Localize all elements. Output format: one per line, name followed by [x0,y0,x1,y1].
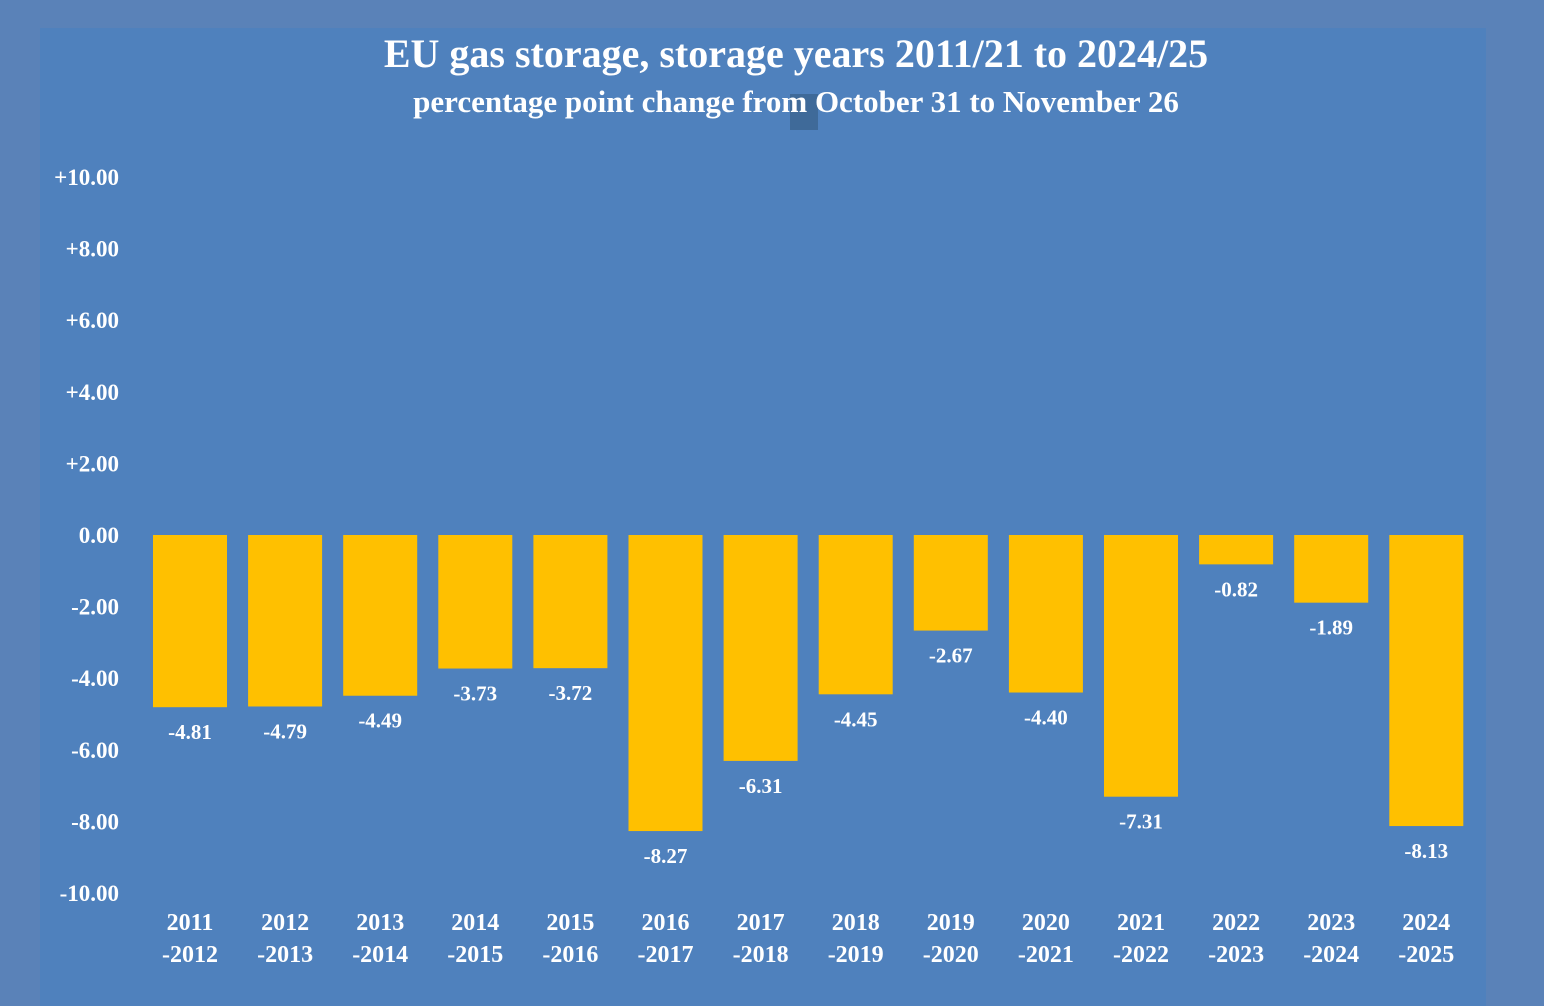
bar [1389,535,1464,827]
bar [723,535,798,761]
x-tick-label: 2013 [356,910,404,936]
x-tick-label: -2020 [923,942,979,968]
x-tick-label: 2024 [1402,910,1450,936]
x-tick-label: 2015 [546,910,594,936]
x-tick-label: -2022 [1113,942,1169,968]
data-label: -3.72 [549,681,593,705]
x-tick-label: -2013 [257,942,313,968]
y-tick-label: -10.00 [60,881,119,906]
x-tick-label: 2016 [642,910,690,936]
data-label: -7.31 [1119,810,1163,834]
bar [248,535,323,707]
chart-subtitle: percentage point change from October 31 … [413,84,1179,119]
data-label: -4.40 [1024,706,1068,730]
bar [1104,535,1178,797]
x-tick-label: 2018 [832,910,880,936]
data-label: -6.31 [739,774,783,798]
y-tick-label: +2.00 [66,451,119,476]
y-tick-label: -2.00 [71,595,119,620]
data-label: -1.89 [1309,616,1353,640]
x-tick-label: 2022 [1212,910,1260,936]
x-tick-label: -2025 [1398,942,1454,968]
data-label: -2.67 [929,644,973,668]
y-tick-label: -6.00 [71,738,119,763]
bar [1199,535,1274,565]
bar [1008,535,1083,693]
x-tick-label: 2020 [1022,910,1070,936]
x-tick-label: -2021 [1018,942,1074,968]
y-tick-label: -8.00 [71,809,119,834]
data-label: -4.79 [263,719,307,743]
bar [1294,535,1369,603]
data-label: -4.81 [168,720,212,744]
y-tick-label: -4.00 [71,666,119,691]
bar [533,535,608,669]
x-tick-label: 2021 [1117,910,1165,936]
x-tick-label: -2014 [352,942,408,968]
data-label: -4.49 [358,709,402,733]
y-tick-label: 0.00 [79,523,119,548]
text-selection-highlight [790,94,818,130]
x-tick-label: 2023 [1307,910,1355,936]
data-label: -4.45 [834,707,878,731]
data-label: -8.13 [1404,839,1448,863]
bar [818,535,893,695]
x-tick-label: 2019 [927,910,975,936]
x-tick-label: -2016 [542,942,598,968]
x-tick-label: -2023 [1208,942,1264,968]
x-tick-label: -2015 [447,942,503,968]
bar [913,535,988,631]
bar [153,535,227,708]
x-tick-label: 2017 [737,910,785,936]
x-tick-label: 2014 [451,910,499,936]
y-tick-label: +8.00 [66,237,119,262]
chart-panel [40,28,1486,1006]
chart-title: EU gas storage, storage years 2011/21 to… [383,31,1209,76]
x-tick-label: -2012 [162,942,218,968]
data-label: -8.27 [644,844,688,868]
bar [628,535,703,832]
y-tick-label: +4.00 [66,380,119,405]
x-tick-label: -2024 [1303,942,1359,968]
x-tick-label: -2019 [828,942,884,968]
data-label: -3.73 [453,682,497,706]
x-tick-label: -2018 [733,942,789,968]
data-label: -0.82 [1214,577,1258,601]
x-tick-label: -2017 [638,942,694,968]
y-tick-label: +6.00 [66,308,119,333]
bar [343,535,418,696]
y-tick-label: +10.00 [54,165,119,190]
bar [438,535,513,669]
x-tick-label: 2011 [167,910,214,936]
x-tick-label: 2012 [261,910,309,936]
